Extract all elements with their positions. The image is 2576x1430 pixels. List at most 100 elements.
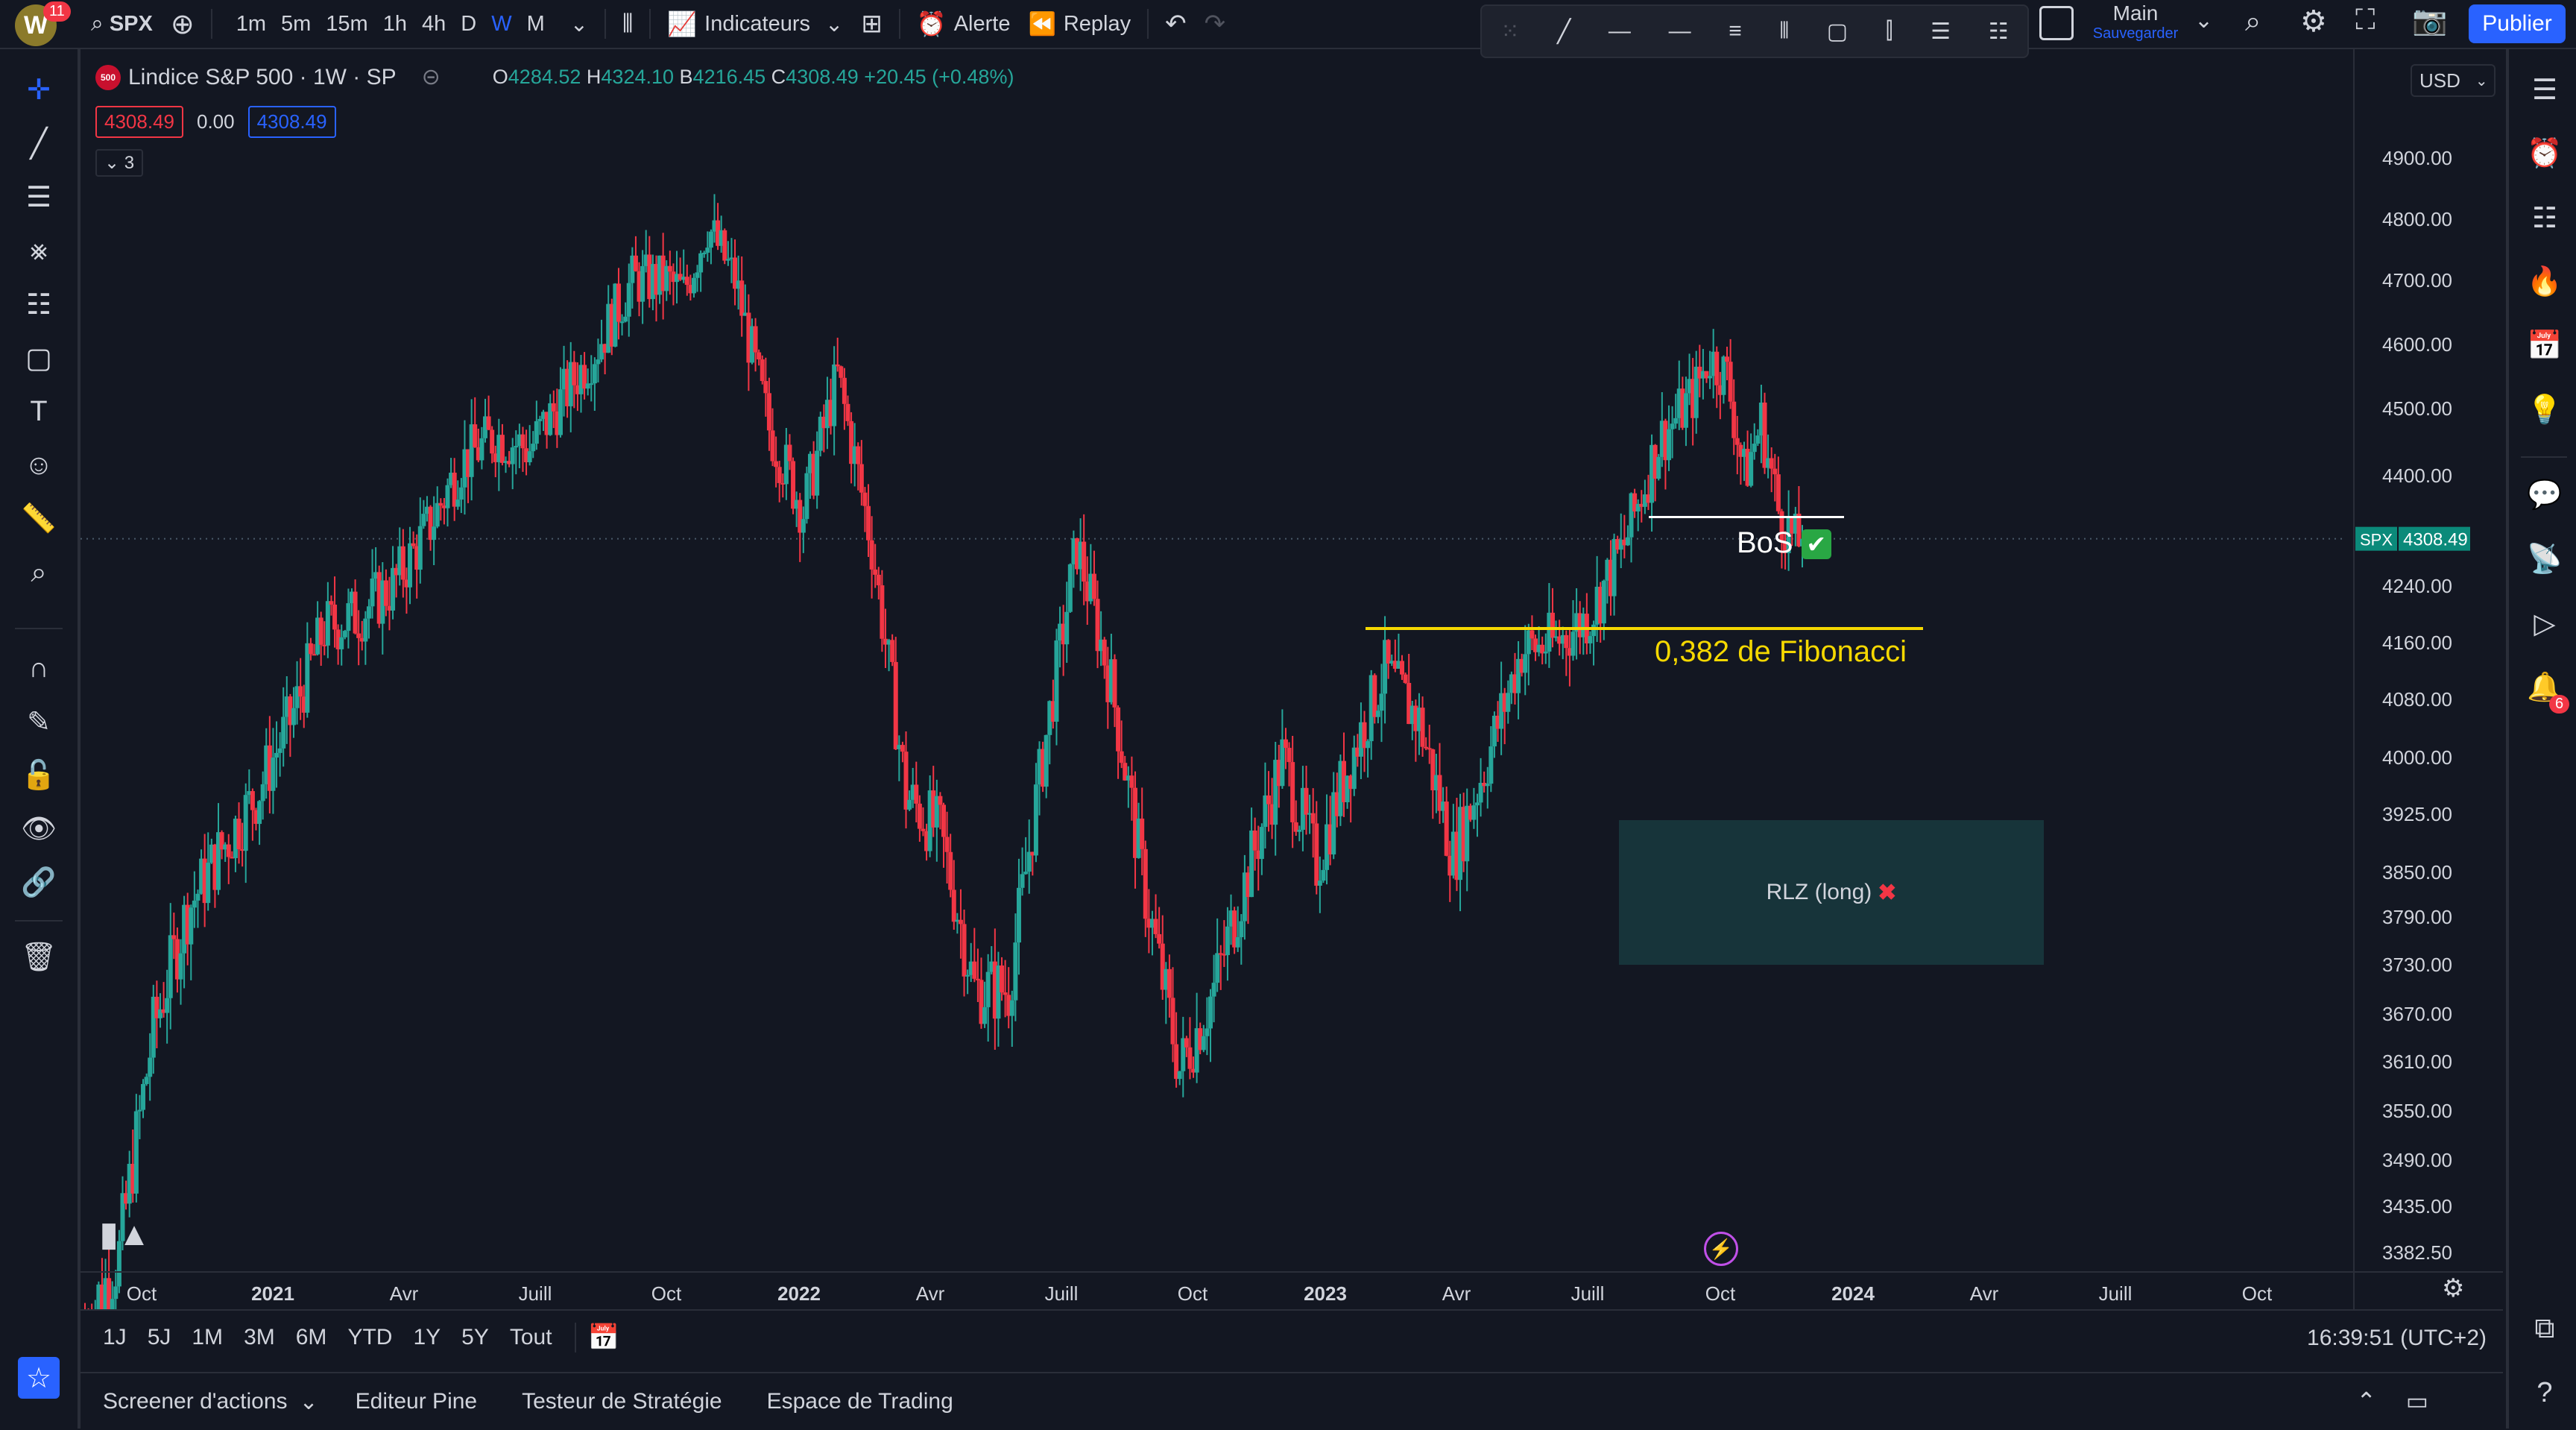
compare-button[interactable]: ⊕ — [162, 0, 203, 48]
fib-retracement-icon[interactable]: ☰ — [25, 181, 52, 213]
interval-1h[interactable]: 1h — [382, 11, 407, 36]
divider — [2521, 456, 2567, 458]
candle-body — [1290, 762, 1295, 822]
minus-circle-icon[interactable]: ⊝ — [421, 65, 441, 89]
tab-2[interactable]: Testeur de Stratégie — [522, 1388, 722, 1414]
settings-lines-icon[interactable]: ☷ — [1988, 19, 2009, 44]
range-tout[interactable]: Tout — [509, 1325, 552, 1349]
redo-button[interactable]: ↷ — [1196, 0, 1235, 48]
axis-settings-icon[interactable]: ⚙ — [2442, 1274, 2465, 1303]
undo-button[interactable]: ↶ — [1156, 0, 1196, 48]
magnet-icon[interactable]: ∩ — [28, 652, 49, 684]
list-icon[interactable]: ☰ — [1931, 19, 1951, 44]
trash-icon[interactable]: 🗑 — [20, 942, 57, 973]
range-1m[interactable]: 1M — [192, 1325, 224, 1349]
sell-button[interactable]: 4308.49 — [95, 106, 183, 138]
ruler-icon[interactable]: 📏 — [21, 503, 57, 535]
alarm-icon[interactable]: ⏰ — [2527, 138, 2563, 169]
range-ytd[interactable]: YTD — [347, 1325, 393, 1349]
playback-icon[interactable]: ▷ — [2534, 608, 2556, 640]
chevron-down-icon[interactable]: ⌄ — [299, 1389, 318, 1414]
pencil-lock-icon[interactable]: ✎ — [27, 706, 51, 738]
range-5y[interactable]: 5Y — [461, 1325, 489, 1349]
pitchfork-icon[interactable]: ⫴ — [1779, 19, 1790, 43]
range-5j[interactable]: 5J — [147, 1325, 171, 1349]
chat-icon[interactable]: 💬 — [2527, 479, 2563, 511]
hotlist-fire-icon[interactable]: 🔥 — [2527, 266, 2563, 297]
price-chart[interactable]: 4900.00 4800.00 4700.00 4600.00 4500.00 4400.… — [80, 49, 2503, 1309]
lightning-icon[interactable]: ⚡ — [1704, 1232, 1738, 1266]
chevron-down-icon[interactable]: ⌄ — [2194, 8, 2214, 33]
link-icon[interactable]: 🔗 — [21, 867, 57, 898]
layout-save-button[interactable]: Main Sauvegarder — [2087, 1, 2184, 42]
gear-icon[interactable]: ⚙ — [2300, 5, 2327, 38]
lock-icon[interactable]: 🔓 — [21, 760, 57, 791]
chevron-up-icon[interactable]: ⌃ — [2356, 1388, 2376, 1414]
interval-4h[interactable]: 4h — [421, 11, 446, 36]
pattern-icon[interactable]: ⨳ — [30, 234, 48, 266]
interval-1m[interactable]: 1m — [236, 11, 266, 36]
layout-square-icon[interactable] — [2039, 6, 2074, 40]
interval-M[interactable]: M — [526, 11, 545, 36]
trendline-icon[interactable]: ╱ — [1557, 19, 1571, 44]
camera-icon[interactable]: 📷 — [2412, 5, 2448, 37]
chart-type-button[interactable]: ⫴ — [613, 0, 642, 48]
interval-D[interactable]: D — [461, 11, 477, 36]
maximize-icon[interactable]: ▭ — [2405, 1388, 2428, 1414]
interval-15m[interactable]: 15m — [326, 11, 368, 36]
emoji-icon[interactable]: ☺ — [24, 449, 54, 481]
watchlist-icon[interactable]: ☰ — [2531, 74, 2558, 106]
alert-button[interactable]: ⏰ Alerte — [908, 0, 1020, 48]
symbol-title[interactable]: Lindice S&P 500 · 1W · SP — [128, 64, 397, 89]
candle-body — [99, 1284, 104, 1309]
horizontal-line-icon[interactable]: ― — [1668, 19, 1691, 43]
currency-select[interactable]: USD ⌄ — [2411, 64, 2496, 97]
ideas-bulb-icon[interactable]: 💡 — [2527, 394, 2563, 426]
stream-icon[interactable]: 📡 — [2527, 544, 2563, 575]
eye-icon[interactable]: 👁 — [20, 813, 57, 845]
range-1j[interactable]: 1J — [103, 1325, 127, 1349]
candle-body — [1656, 456, 1661, 479]
publish-button[interactable]: Publier — [2469, 4, 2566, 43]
replay-button[interactable]: ⏪ Replay — [1019, 0, 1140, 48]
calendar-icon[interactable]: 📅 — [2527, 330, 2563, 362]
range-1y[interactable]: 1Y — [413, 1325, 441, 1349]
interval-5m[interactable]: 5m — [280, 11, 312, 36]
quick-search-icon[interactable]: ⌕ — [2245, 6, 2261, 37]
rlz-zone[interactable]: RLZ (long) ✖ — [1619, 820, 2044, 965]
layouts-button[interactable]: ⊞ — [852, 0, 891, 48]
star-icon[interactable]: ☆ — [18, 1357, 60, 1399]
indicators-collapse-button[interactable]: ⌄ 3 — [95, 149, 144, 177]
indicators-button[interactable]: 📈 Indicateurs ⌄ — [658, 0, 852, 48]
tab-1[interactable]: Editeur Pine — [355, 1388, 478, 1414]
candle-body — [113, 1286, 119, 1300]
shapes-icon[interactable]: ▢ — [25, 342, 52, 374]
help-icon[interactable]: ? — [2536, 1376, 2553, 1408]
candle-body — [1314, 823, 1319, 886]
crosshair-icon[interactable]: ✛ — [27, 74, 51, 106]
range-3m[interactable]: 3M — [244, 1325, 275, 1349]
tab-3[interactable]: Espace de Trading — [766, 1388, 953, 1414]
trendline-icon[interactable]: ╱ — [30, 127, 48, 160]
calendar-range-icon[interactable]: 📅 — [587, 1323, 619, 1352]
forecast-icon[interactable]: ☷ — [25, 289, 52, 321]
clock-timezone[interactable]: 16:39:51 (UTC+2) — [2307, 1326, 2487, 1350]
fib-icon[interactable]: ⫿ — [1885, 19, 1893, 43]
rectangle-icon[interactable]: ▢ — [1826, 19, 1849, 44]
bos-annotation[interactable]: BoS ✔ — [1737, 526, 1831, 560]
fibonacci-annotation[interactable]: 0,382 de Fibonacci — [1655, 635, 1907, 668]
layers-icon[interactable]: ⧉ — [2534, 1312, 2555, 1344]
horizontal-ray-icon[interactable]: — — [1608, 19, 1631, 43]
tab-0[interactable]: Screener d'actions — [103, 1388, 288, 1414]
zoom-icon[interactable]: ⌕ — [31, 556, 47, 588]
data-window-icon[interactable]: ☷ — [2531, 202, 2558, 234]
interval-W[interactable]: W — [491, 11, 512, 36]
parallel-channel-icon[interactable]: ≡ — [1729, 19, 1742, 43]
symbol-search[interactable]: ⌕ SPX — [82, 0, 162, 48]
drag-handle-icon[interactable]: ⁙ — [1500, 19, 1520, 44]
range-6m[interactable]: 6M — [295, 1325, 327, 1349]
text-icon[interactable]: T — [30, 395, 48, 427]
fullscreen-icon[interactable]: ⛶ — [2355, 4, 2375, 36]
interval-dropdown[interactable]: ⌄ — [561, 0, 597, 48]
buy-button[interactable]: 4308.49 — [247, 106, 336, 138]
